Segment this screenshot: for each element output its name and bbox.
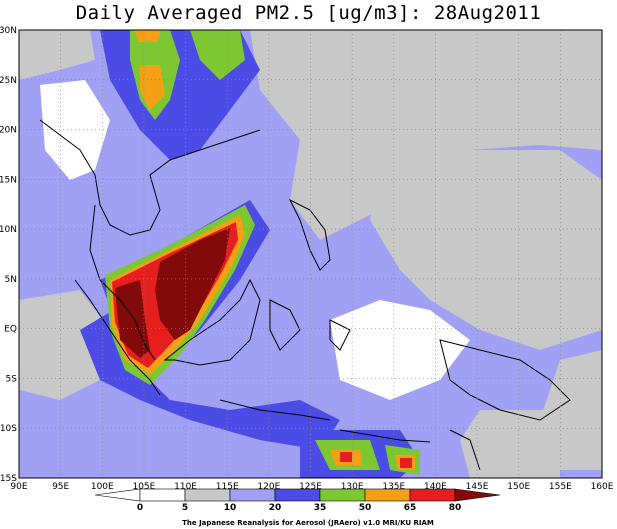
- colorbar-swatch: [319, 488, 366, 502]
- lon-tick-label: 100E: [91, 482, 114, 492]
- colorbar-level-label: 65: [404, 503, 417, 513]
- lon-tick-label: 105E: [132, 482, 155, 492]
- map-gridlines: [19, 30, 602, 478]
- lat-tick-label: EQ: [4, 325, 17, 335]
- colorbar: 0 5 10 20 35 50 65 80: [94, 488, 501, 513]
- lon-tick-label: 120E: [257, 482, 280, 492]
- colorbar-level-label: 20: [269, 503, 282, 513]
- lon-tick-label: 115E: [216, 482, 239, 492]
- coastlines: [39, 119, 571, 471]
- colorbar-swatch: [409, 488, 456, 502]
- lat-tick-label: 20N: [0, 126, 17, 136]
- lat-tick-label: 10N: [0, 225, 17, 235]
- colorbar-swatch: [454, 488, 501, 502]
- longitude-tick-labels: 90E 95E 100E 105E 110E 115E 120E 125E 130E 135E 14…: [10, 482, 613, 492]
- lon-tick-label: 125E: [299, 482, 322, 492]
- lat-tick-label: 5N: [5, 275, 17, 285]
- map-title: Daily Averaged PM2.5 [ug/m3]: 28Aug2011: [75, 2, 542, 24]
- lat-tick-label: 25N: [0, 76, 17, 86]
- colorbar-swatch: [364, 488, 411, 502]
- colorbar-swatch: [184, 488, 231, 502]
- credit-text: The Japanese Reanalysis for Aerosol (JRA…: [182, 519, 434, 527]
- colorbar-level-label: 5: [182, 503, 188, 513]
- lat-tick-label: 5S: [6, 374, 18, 384]
- lon-tick-label: 130E: [341, 482, 364, 492]
- lon-tick-label: 145E: [466, 482, 489, 492]
- lon-tick-label: 95E: [52, 482, 69, 492]
- colorbar-level-label: 50: [359, 503, 372, 513]
- colorbar-swatch: [229, 488, 276, 502]
- lat-tick-label: 30N: [0, 26, 17, 36]
- colorbar-swatch: [274, 488, 321, 502]
- colorbar-swatch: [139, 488, 186, 502]
- lat-tick-label: 10S: [0, 424, 17, 434]
- map-frame: [18, 29, 603, 479]
- lon-tick-label: 110E: [174, 482, 197, 492]
- colorbar-level-label: 80: [449, 503, 462, 513]
- lon-tick-label: 140E: [424, 482, 447, 492]
- lon-tick-label: 135E: [382, 482, 405, 492]
- colorbar-level-label: 35: [314, 503, 327, 513]
- lon-tick-label: 155E: [549, 482, 572, 492]
- lon-tick-label: 150E: [507, 482, 530, 492]
- lat-tick-label: 15N: [0, 175, 17, 185]
- lon-tick-label: 90E: [10, 482, 27, 492]
- latitude-tick-labels: 30N 25N 20N 15N 10N 5N EQ 5S 10S 15S: [0, 26, 17, 484]
- colorbar-level-label: 10: [224, 503, 237, 513]
- lat-tick-label: 15S: [0, 474, 17, 484]
- colorbar-level-label: 0: [137, 503, 143, 513]
- lon-tick-label: 160E: [591, 482, 614, 492]
